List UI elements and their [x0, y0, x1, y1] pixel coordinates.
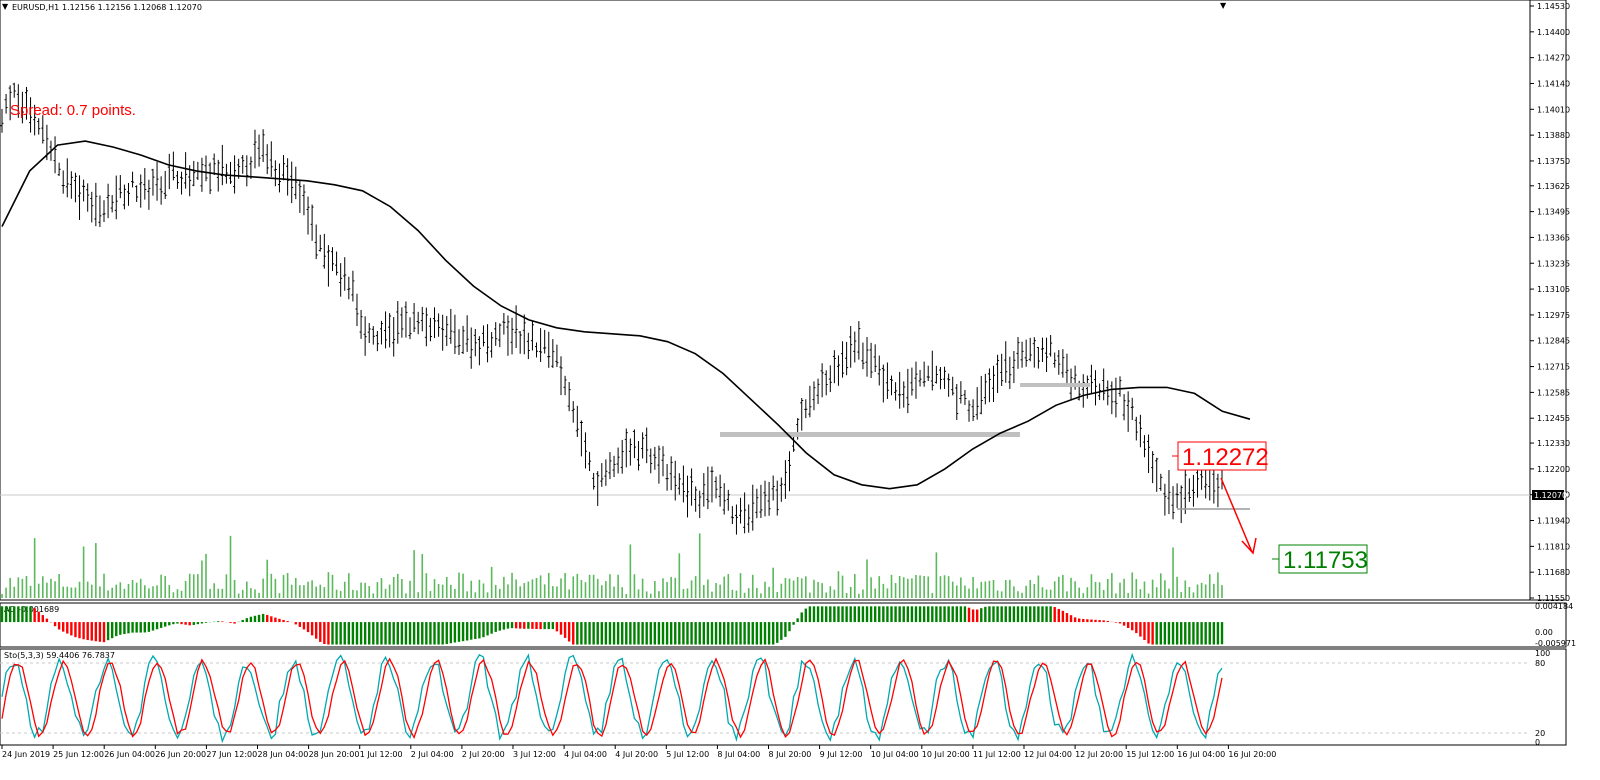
- time-tick-label: 4 Jul 20:00: [615, 750, 658, 759]
- ao-histogram: [0, 606, 1224, 645]
- chart-symbol-arrow: ▼: [2, 2, 9, 11]
- time-tick-label: 15 Jul 12:00: [1126, 750, 1174, 759]
- price-tick-label: 1.14010: [1537, 105, 1570, 114]
- price-tick-label: 1.11940: [1537, 517, 1570, 526]
- current-price-value: 1.12070: [1534, 491, 1567, 500]
- sto-axis-80: 80: [1535, 659, 1545, 668]
- time-tick-label: 25 Jun 12:00: [53, 750, 104, 759]
- ao-axis-min: -0.005971: [1535, 639, 1576, 648]
- resistance-zone[interactable]: [1020, 383, 1090, 387]
- sto-axis-100: 100: [1535, 649, 1550, 658]
- current-price-tag: [1532, 490, 1564, 500]
- time-tick-label: 11 Jul 12:00: [973, 750, 1021, 759]
- sto-pane: [0, 648, 1567, 746]
- time-tick-label: 12 Jul 04:00: [1024, 750, 1072, 759]
- price-tick-label: 1.13105: [1537, 285, 1570, 294]
- time-axis: 24 Jun 2019 25 Jun 12:00 26 Jun 04:00 26 Ju…: [1, 745, 1276, 759]
- sto-main-line: [1, 652, 1223, 744]
- sto-label: Sto(5,3,3) 59.4406 76.7837: [4, 651, 115, 660]
- chart-ohlc-label: 1.12156 1.12156 1.12068 1.12070: [62, 3, 202, 12]
- chart-shift-marker: ▼: [1220, 1, 1227, 10]
- ao-axis-zero: 0.00: [1535, 628, 1553, 637]
- spread-label: Spread: 0.7 points.: [10, 102, 136, 119]
- moving-average-line: [1, 140, 1251, 490]
- time-tick-label: 28 Jun 04:00: [258, 750, 309, 759]
- time-tick-label: 5 Jul 12:00: [666, 750, 709, 759]
- time-tick-label: 26 Jun 04:00: [104, 750, 155, 759]
- time-tick-label: 3 Jul 12:00: [513, 750, 556, 759]
- price-tick-label: 1.12200: [1537, 465, 1570, 474]
- time-tick-label: 16 Jul 04:00: [1177, 750, 1225, 759]
- price-tick-label: 1.14140: [1537, 79, 1570, 88]
- price-tick-label: 1.13495: [1537, 208, 1570, 217]
- time-tick-label: 1 Jul 12:00: [360, 750, 403, 759]
- price-tick-label: 1.12845: [1537, 337, 1570, 346]
- time-tick-label: 24 Jun 2019: [2, 750, 50, 759]
- price-tick-label: 1.14270: [1537, 54, 1570, 63]
- ao-pane: [0, 602, 1567, 648]
- support-zone[interactable]: [720, 432, 1020, 437]
- price-tick-label: 1.14400: [1537, 28, 1570, 37]
- time-tick-label: 12 Jul 20:00: [1075, 750, 1123, 759]
- time-tick-label: 28 Jun 20:00: [309, 750, 360, 759]
- time-tick-label: 8 Jul 20:00: [769, 750, 812, 759]
- resistance-label-box[interactable]: [1177, 441, 1267, 471]
- time-tick-label: 8 Jul 04:00: [717, 750, 760, 759]
- down-arrow-icon: [1241, 537, 1257, 555]
- time-tick-label: 10 Jul 20:00: [922, 750, 970, 759]
- price-tick-label: 1.12330: [1537, 439, 1570, 448]
- time-tick-label: 4 Jul 04:00: [564, 750, 607, 759]
- target-price-label: 1.11753: [1283, 547, 1368, 574]
- time-tick-label: 2 Jul 20:00: [462, 750, 505, 759]
- chart-symbol-label: EURUSD,H1: [12, 3, 59, 12]
- sto-signal-line: [1, 657, 1223, 740]
- down-arrow-shaft[interactable]: [1220, 477, 1253, 553]
- target-label-box[interactable]: [1278, 544, 1368, 574]
- price-tick-label: 1.13365: [1537, 233, 1570, 242]
- time-tick-label: 2 Jul 04:00: [411, 750, 454, 759]
- time-tick-label: 26 Jun 20:00: [155, 750, 206, 759]
- volume-histogram: [1, 533, 1223, 598]
- ao-axis-max: 0.004184: [1535, 602, 1573, 611]
- price-tick-label: 1.12975: [1537, 311, 1570, 320]
- resistance-price-label: 1.12272: [1182, 444, 1269, 471]
- price-bars: [0, 82, 1224, 535]
- price-tick-label: 1.14530: [1537, 2, 1570, 11]
- time-tick-label: 10 Jul 04:00: [871, 750, 919, 759]
- price-tick-label: 1.11550: [1537, 594, 1570, 603]
- time-tick-label: 16 Jul 20:00: [1228, 750, 1276, 759]
- price-tick-label: 1.12715: [1537, 363, 1570, 372]
- price-tick-label: 1.13625: [1537, 182, 1570, 191]
- main-pane: [0, 0, 1567, 601]
- price-tick-label: 1.11810: [1537, 542, 1570, 551]
- price-tick-label: 1.12455: [1537, 414, 1570, 423]
- price-tick-label: 1.13750: [1537, 157, 1570, 166]
- sto-axis-0: 0: [1535, 738, 1540, 747]
- time-tick-label: 9 Jul 12:00: [820, 750, 863, 759]
- price-tick-label: 1.13235: [1537, 259, 1570, 268]
- sto-axis-20: 20: [1535, 729, 1545, 738]
- price-tick-label: 1.12585: [1537, 388, 1570, 397]
- price-tick-label: 1.11680: [1537, 568, 1570, 577]
- time-tick-label: 27 Jun 12:00: [206, 750, 257, 759]
- price-tick-label: 1.13880: [1537, 131, 1570, 140]
- price-axis: 1.14530 1.14400 1.14270 1.14140 1.14010 1.138…: [1529, 0, 1570, 603]
